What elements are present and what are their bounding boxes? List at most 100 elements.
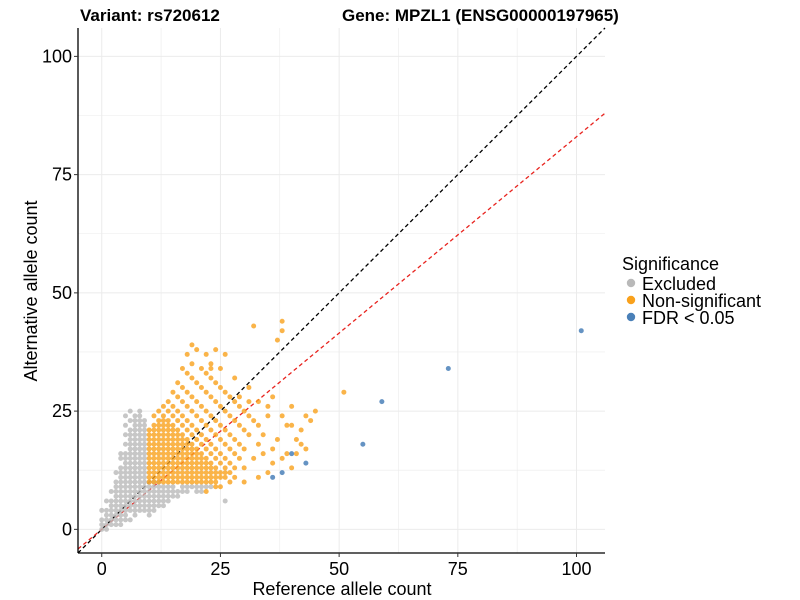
point-non-significant	[156, 408, 162, 414]
point-non-significant	[232, 399, 238, 405]
point-non-significant	[251, 455, 257, 461]
point-excluded	[137, 432, 143, 438]
point-excluded	[137, 436, 143, 442]
point-non-significant	[146, 470, 152, 476]
x-tick-label: 50	[329, 559, 349, 579]
point-excluded	[132, 512, 138, 518]
point-non-significant	[289, 422, 295, 428]
point-excluded	[122, 493, 128, 499]
point-non-significant	[175, 479, 181, 485]
point-non-significant	[189, 455, 195, 461]
y-ticks: 0 25 50 75 100	[42, 46, 78, 539]
point-excluded	[151, 507, 157, 513]
point-excluded	[127, 427, 133, 433]
point-excluded	[132, 451, 138, 457]
point-non-significant	[146, 455, 152, 461]
point-non-significant	[146, 441, 152, 447]
point-excluded	[141, 484, 147, 490]
point-excluded	[103, 498, 109, 504]
point-non-significant	[222, 455, 228, 461]
point-non-significant	[251, 323, 257, 329]
point-non-significant	[227, 413, 233, 419]
point-excluded	[113, 503, 119, 509]
point-non-significant	[232, 451, 238, 457]
point-non-significant	[156, 418, 162, 424]
point-non-significant	[217, 460, 223, 466]
point-non-significant	[217, 366, 223, 372]
legend: Significance Excluded Non-significant FD…	[622, 254, 761, 328]
point-non-significant	[160, 432, 166, 438]
point-non-significant	[217, 470, 223, 476]
point-non-significant	[208, 441, 214, 447]
legend-title: Significance	[622, 254, 719, 274]
point-non-significant	[170, 441, 176, 447]
point-non-significant	[184, 446, 190, 452]
point-non-significant	[184, 418, 190, 424]
point-non-significant	[179, 460, 185, 466]
point-non-significant	[289, 465, 295, 471]
point-non-significant	[184, 470, 190, 476]
point-excluded	[137, 460, 143, 466]
point-excluded	[132, 446, 138, 452]
point-non-significant	[194, 347, 200, 353]
point-excluded	[137, 441, 143, 447]
point-excluded	[103, 507, 109, 513]
point-non-significant	[222, 408, 228, 414]
point-excluded	[132, 489, 138, 495]
point-excluded	[198, 484, 204, 490]
point-non-significant	[165, 422, 171, 428]
point-non-significant	[189, 361, 195, 367]
point-non-significant	[151, 460, 157, 466]
point-excluded	[122, 479, 128, 485]
point-excluded	[132, 507, 138, 513]
point-non-significant	[170, 432, 176, 438]
point-non-significant	[194, 479, 200, 485]
point-excluded	[141, 427, 147, 433]
x-tick-label: 75	[448, 559, 468, 579]
point-non-significant	[270, 446, 276, 452]
point-non-significant	[236, 441, 242, 447]
point-non-significant	[189, 446, 195, 452]
point-non-significant	[160, 460, 166, 466]
point-excluded	[122, 512, 128, 518]
point-non-significant	[203, 465, 209, 471]
point-non-significant	[279, 318, 285, 324]
point-non-significant	[184, 403, 190, 409]
point-excluded	[165, 498, 171, 504]
y-tick-label: 100	[42, 46, 72, 66]
point-excluded	[127, 446, 133, 452]
point-non-significant	[160, 479, 166, 485]
point-non-significant	[170, 465, 176, 471]
point-excluded	[137, 427, 143, 433]
point-excluded	[118, 479, 124, 485]
point-non-significant	[213, 380, 219, 386]
point-non-significant	[203, 460, 209, 466]
point-non-significant	[208, 427, 214, 433]
point-non-significant	[284, 422, 290, 428]
point-non-significant	[246, 413, 252, 419]
point-excluded	[132, 413, 138, 419]
point-non-significant	[189, 479, 195, 485]
point-non-significant	[208, 394, 214, 400]
point-non-significant	[270, 394, 276, 400]
point-excluded	[198, 489, 204, 495]
point-excluded	[175, 493, 181, 499]
point-non-significant	[203, 446, 209, 452]
point-excluded	[118, 503, 124, 509]
point-non-significant	[156, 441, 162, 447]
point-non-significant	[236, 394, 242, 400]
point-non-significant	[222, 427, 228, 433]
point-non-significant	[217, 484, 223, 490]
point-excluded	[170, 489, 176, 495]
point-non-significant	[260, 432, 266, 438]
point-non-significant	[203, 351, 209, 357]
point-non-significant	[227, 470, 233, 476]
point-non-significant	[208, 413, 214, 419]
point-non-significant	[170, 446, 176, 452]
point-non-significant	[217, 384, 223, 390]
point-excluded	[146, 489, 152, 495]
point-non-significant	[175, 432, 181, 438]
point-excluded	[137, 446, 143, 452]
point-fdr	[279, 470, 285, 476]
point-non-significant	[170, 436, 176, 442]
